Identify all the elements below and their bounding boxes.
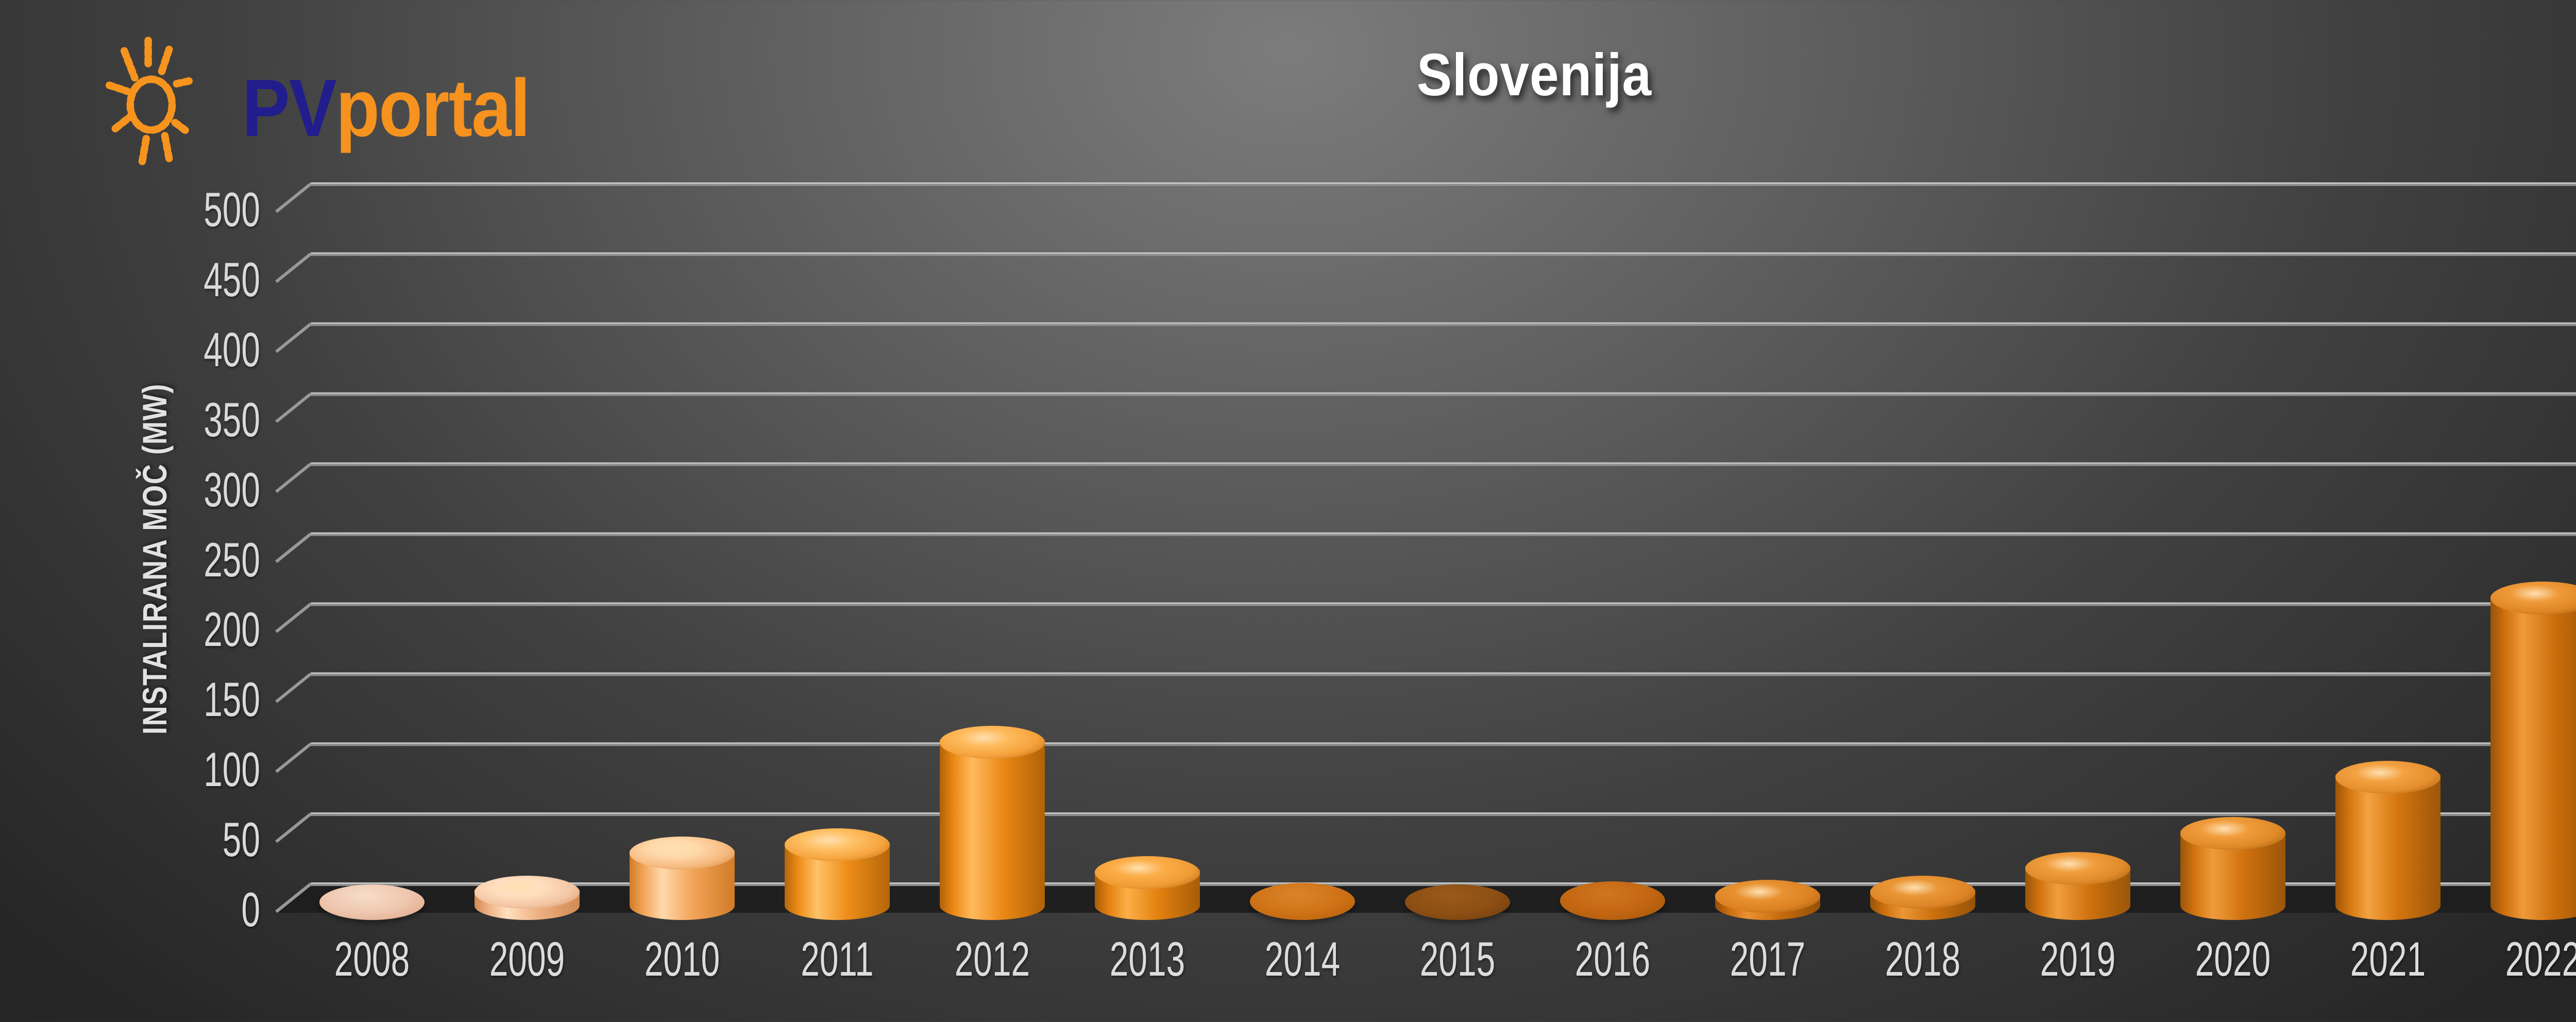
tick-diagonal-400 [275, 322, 312, 353]
gridline-hi-250 [311, 532, 2576, 534]
bar-cap-2019 [2025, 852, 2130, 885]
tick-diagonal-0 [275, 882, 312, 913]
bar-2018 [1870, 876, 1975, 920]
y-tick-label-300: 300 [204, 462, 260, 517]
gridline-450 [311, 253, 2576, 256]
bar-cap-2021 [2335, 761, 2441, 794]
bar-2013 [1095, 856, 1200, 920]
x-tick-label-2022: 2022 [2505, 932, 2576, 986]
y-tick-label-250: 250 [204, 532, 260, 587]
tick-diagonal-150 [275, 672, 312, 703]
bar-cap-2010 [630, 837, 735, 870]
x-tick-label-2014: 2014 [1264, 932, 1341, 986]
gridline-150 [311, 674, 2576, 676]
gridline-hi-500 [311, 182, 2576, 184]
logo-text-pv: PV [242, 63, 337, 154]
bar-body-2021 [2335, 775, 2441, 920]
bar-cap-2022 [2490, 582, 2576, 615]
y-tick-label-500: 500 [204, 182, 260, 236]
logo-text: PVportal [242, 62, 530, 155]
y-tick-label-50: 50 [222, 812, 260, 867]
x-tick-label-2016: 2016 [1574, 932, 1651, 986]
pvportal-logo: PVportal [72, 10, 587, 185]
x-tick-label-2011: 2011 [801, 932, 874, 986]
y-tick-label-400: 400 [204, 322, 260, 377]
bar-2022 [2490, 582, 2576, 920]
y-tick-label-450: 450 [204, 252, 260, 306]
gridline-hi-0 [311, 882, 2576, 884]
x-tick-label-2012: 2012 [954, 932, 1030, 986]
bar-2020 [2180, 817, 2285, 920]
x-tick-label-2018: 2018 [1885, 932, 1961, 986]
sun-icon [105, 37, 194, 165]
gridline-hi-300 [311, 462, 2576, 464]
gridline-100 [311, 744, 2576, 746]
x-tick-label-2009: 2009 [489, 932, 565, 986]
bar-2015 [1405, 884, 1510, 920]
bar-2016 [1560, 881, 1665, 920]
gridline-350 [311, 394, 2576, 396]
x-tick-label-2017: 2017 [1730, 932, 1806, 986]
x-tick-label-2010: 2010 [644, 932, 720, 986]
bar-2017 [1715, 880, 1820, 920]
bar-cap-2018 [1870, 876, 1975, 909]
gridline-hi-100 [311, 742, 2576, 744]
gridline-400 [311, 323, 2576, 326]
gridline-hi-200 [311, 602, 2576, 604]
logo-text-portal: portal [335, 63, 530, 154]
gridline-250 [311, 534, 2576, 536]
gridline-hi-150 [311, 672, 2576, 674]
x-tick-label-2020: 2020 [2195, 932, 2271, 986]
bar-2011 [785, 828, 890, 920]
x-tick-label-2008: 2008 [334, 932, 410, 986]
gridline-hi-350 [311, 392, 2576, 394]
tick-diagonal-200 [275, 603, 312, 633]
bar-2019 [2025, 852, 2130, 920]
bar-2021 [2335, 761, 2441, 920]
bar-cap-2009 [474, 876, 580, 909]
bar-cap-2017 [1715, 880, 1820, 913]
y-tick-label-0: 0 [241, 882, 260, 936]
gridline-500 [311, 184, 2576, 186]
y-tick-label-200: 200 [204, 602, 260, 657]
tick-diagonal-250 [275, 533, 312, 563]
x-tick-label-2021: 2021 [2350, 932, 2426, 986]
gridline-300 [311, 464, 2576, 466]
gridline-hi-400 [311, 322, 2576, 324]
bar-2014 [1250, 883, 1355, 920]
gridline-200 [311, 604, 2576, 606]
bar-2012 [940, 726, 1045, 920]
bar-2010 [630, 837, 735, 920]
y-tick-label-150: 150 [204, 672, 260, 727]
y-tick-label-350: 350 [204, 392, 260, 447]
gridline-hi-450 [311, 252, 2576, 254]
bar-2009 [474, 876, 580, 920]
x-tick-label-2019: 2019 [2040, 932, 2116, 986]
bar-body-2022 [2490, 595, 2576, 920]
tick-diagonal-300 [275, 463, 312, 493]
y-tick-label-100: 100 [204, 742, 260, 797]
bar-2008 [319, 884, 425, 920]
x-tick-label-2015: 2015 [1419, 932, 1496, 986]
bar-cap-2012 [940, 726, 1045, 759]
gridline-50 [311, 814, 2576, 816]
tick-diagonal-100 [275, 742, 312, 773]
tick-diagonal-50 [275, 812, 312, 843]
bar-cap-2011 [785, 828, 890, 861]
x-tick-label-2013: 2013 [1109, 932, 1185, 986]
tick-diagonal-350 [275, 393, 312, 423]
bar-cap-2013 [1095, 856, 1200, 889]
tick-diagonal-450 [275, 252, 312, 283]
bar-body-2012 [940, 740, 1045, 920]
chart-title: Slovenija [1416, 41, 1652, 108]
gridline-hi-50 [311, 812, 2576, 814]
tick-diagonal-500 [275, 182, 312, 213]
bar-cap-2020 [2180, 817, 2285, 850]
